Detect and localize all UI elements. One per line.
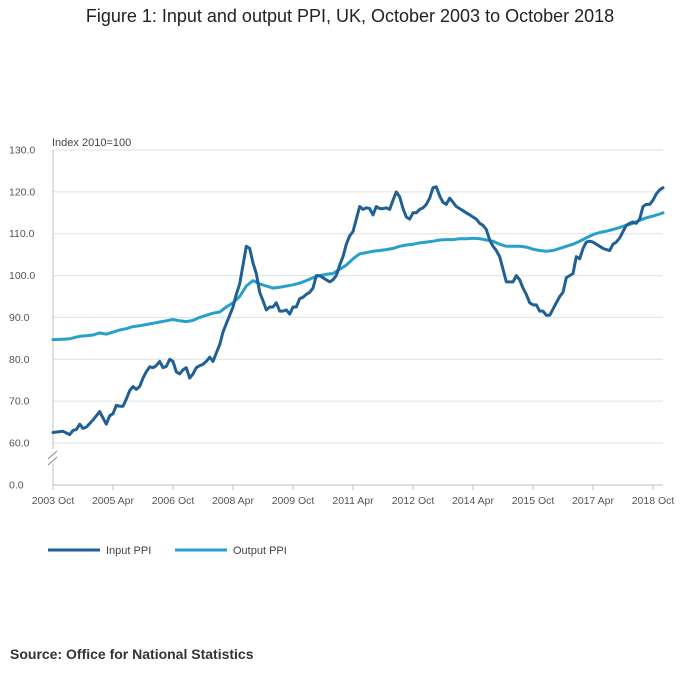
- gridlines: [53, 149, 663, 486]
- y-tick-label: 130.0: [9, 145, 35, 157]
- y-tick-label: 80.0: [9, 354, 30, 366]
- chart-title: Figure 1: Input and output PPI, UK, Octo…: [85, 6, 615, 26]
- x-tick-label: 2014 Apr: [452, 495, 495, 507]
- series-line-output-ppi: [51, 211, 665, 342]
- series-line-input-ppi: [51, 185, 665, 437]
- y-tick-label: 60.0: [9, 438, 30, 450]
- x-axis: 2003 Oct 2005 Apr 2006 Oct 2008 Apr 2009 Oct…: [32, 485, 675, 507]
- x-tick-label: 2009 Oct: [272, 495, 315, 507]
- y-tick-label: 0.0: [9, 480, 24, 492]
- legend-label-output-ppi: Output PPI: [233, 545, 287, 557]
- x-tick-label: 2017 Apr: [572, 495, 615, 507]
- y-tick-label: 90.0: [9, 312, 30, 324]
- axis-break-mark: [47, 450, 58, 460]
- x-tick-label: 2006 Oct: [152, 495, 195, 507]
- x-tick-label: 2012 Oct: [392, 495, 435, 507]
- x-tick-label: 2003 Oct: [32, 495, 75, 507]
- y-tick-label: 120.0: [9, 186, 35, 198]
- series-lines: [51, 185, 665, 437]
- legend-label-input-ppi: Input PPI: [106, 545, 151, 557]
- x-tick-label: 2015 Oct: [512, 495, 555, 507]
- y-axis: 0.0 60.0 70.0 80.0 90.0 100.0 110.0 120.0 130.0: [9, 145, 58, 492]
- y-tick-label: 70.0: [9, 396, 30, 408]
- legend: Input PPI Output PPI: [48, 545, 287, 557]
- y-tick-label: 110.0: [9, 228, 35, 240]
- x-tick-label: 2005 Apr: [92, 495, 135, 507]
- line-chart: 0.060.070.080.090.0100.0110.0120.0130.0 …: [9, 137, 675, 557]
- source-note: Source: Office for National Statistics: [10, 646, 254, 662]
- x-tick-label: 2011 Apr: [332, 495, 374, 507]
- y-axis-label: Index 2010=100: [52, 137, 131, 149]
- axis-break-mark: [47, 456, 58, 466]
- x-tick-label: 2018 Oct: [632, 495, 675, 507]
- y-tick-label: 100.0: [9, 270, 35, 282]
- x-tick-label: 2008 Apr: [212, 495, 255, 507]
